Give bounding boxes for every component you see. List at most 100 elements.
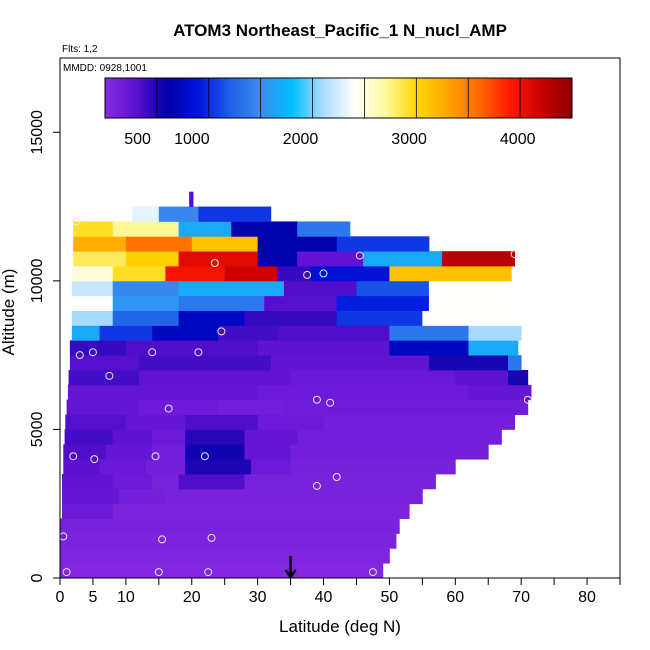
colorbar-tick-labels: 500 1000 2000 3000 4000 — [124, 131, 535, 148]
heatmap-cell — [99, 325, 153, 341]
heatmap-cell — [428, 295, 522, 311]
heatmap-cell — [68, 370, 140, 386]
heatmap-cell — [310, 266, 390, 282]
heatmap-cell — [191, 236, 259, 252]
colorbar-tick-label: 4000 — [500, 131, 536, 148]
heatmap-cell — [198, 206, 272, 222]
y-tick-label: 15000 — [29, 110, 46, 155]
heatmap-cell — [60, 518, 400, 534]
heatmap-cell — [112, 280, 179, 297]
heatmap-cell — [442, 251, 515, 267]
colorbar: 500 1000 2000 3000 4000 — [104, 77, 573, 148]
heatmap-cell — [389, 266, 512, 282]
heatmap-cell — [125, 251, 179, 267]
heatmap-cell — [297, 251, 364, 267]
heatmap-cell — [158, 206, 199, 222]
heatmap-cell — [257, 251, 298, 267]
sample-point — [319, 269, 328, 278]
x-tick-label: 80 — [578, 589, 596, 606]
heatmap-cell — [99, 459, 147, 475]
heatmap-cell — [73, 236, 127, 252]
heatmap-cell — [277, 325, 390, 341]
sample-point — [204, 568, 213, 577]
heatmap-cell — [189, 191, 194, 207]
sample-points — [59, 217, 532, 577]
heatmap-cell — [112, 266, 166, 282]
heatmap-cell — [178, 474, 245, 490]
x-tick-label: 20 — [183, 589, 201, 606]
heatmap-cell — [455, 370, 509, 386]
heatmap-cell — [119, 488, 166, 505]
heatmap-cell — [290, 444, 489, 460]
heatmap-cell — [270, 355, 430, 371]
heatmap-cell — [60, 563, 384, 579]
y-tick-label: 5000 — [29, 412, 46, 448]
heatmap-cell — [152, 444, 186, 460]
heatmap-cell — [257, 384, 469, 401]
heatmap-cell — [284, 399, 529, 415]
heatmap-cell — [152, 325, 219, 341]
sample-point — [62, 568, 71, 577]
heatmap-cell — [65, 414, 127, 430]
y-axis-label: Altitude (m) — [0, 269, 18, 356]
heatmap-cell — [69, 340, 127, 356]
heatmap-cell — [63, 459, 100, 475]
arrow-head — [284, 569, 297, 580]
heatmap-cell — [139, 370, 291, 386]
heatmap-cell — [73, 221, 114, 237]
y-tick-label: 10000 — [29, 259, 46, 304]
heatmap-cell — [185, 429, 245, 445]
heatmap-cell — [178, 295, 265, 311]
colorbar-gradient — [104, 77, 573, 119]
heatmap-cell — [389, 325, 469, 341]
heatmap-cell — [336, 236, 430, 252]
heatmap-cells — [60, 191, 532, 579]
heatmap-cell — [178, 221, 232, 237]
heatmap-cell — [336, 295, 430, 311]
sample-point — [194, 348, 203, 357]
heatmap-cell — [71, 266, 114, 282]
heatmap-cell — [244, 444, 291, 460]
heatmap-cell — [112, 310, 179, 326]
colorbar-tick-label: 3000 — [391, 131, 427, 148]
sample-point — [90, 455, 99, 464]
sample-point — [312, 395, 321, 404]
plot-frame — [59, 57, 621, 579]
x-tick-label: 5 — [88, 589, 97, 606]
heatmap-cell — [508, 370, 529, 386]
heatmap-cell — [264, 295, 338, 311]
sample-point — [303, 270, 312, 279]
sample-point — [210, 259, 219, 267]
heatmap-cell — [71, 295, 114, 311]
heatmap-cell — [468, 325, 522, 341]
heatmap-cell — [145, 459, 186, 475]
heatmap-cell — [106, 444, 153, 460]
x-tick-label: 70 — [512, 589, 530, 606]
heatmap-cell — [61, 474, 114, 490]
heatmap-cell — [178, 251, 259, 267]
sample-point — [312, 481, 321, 490]
sample-point — [200, 452, 209, 461]
heatmap-cell — [61, 488, 120, 505]
heatmap-cell — [356, 280, 430, 297]
heatmap-cell — [165, 266, 226, 282]
heatmap-cell — [290, 370, 456, 386]
flights-annotation: Flts: 1,2 — [62, 44, 98, 55]
sample-point — [164, 404, 173, 413]
heatmap-cell — [185, 444, 245, 460]
x-tick-label: 30 — [249, 589, 267, 606]
heatmap-cell — [112, 429, 153, 445]
sample-point — [368, 568, 377, 577]
heatmap-cell — [64, 429, 114, 445]
heatmap-cell — [66, 399, 140, 415]
sample-point — [523, 395, 532, 404]
heatmap-cell — [244, 429, 298, 445]
sample-point — [148, 348, 157, 357]
heatmap-cell — [125, 414, 186, 430]
colorbar-separators — [156, 78, 521, 118]
heatmap-cell — [297, 429, 502, 445]
sample-point — [72, 217, 81, 226]
heatmap-cell — [178, 310, 245, 326]
heatmap-cell — [218, 399, 285, 415]
